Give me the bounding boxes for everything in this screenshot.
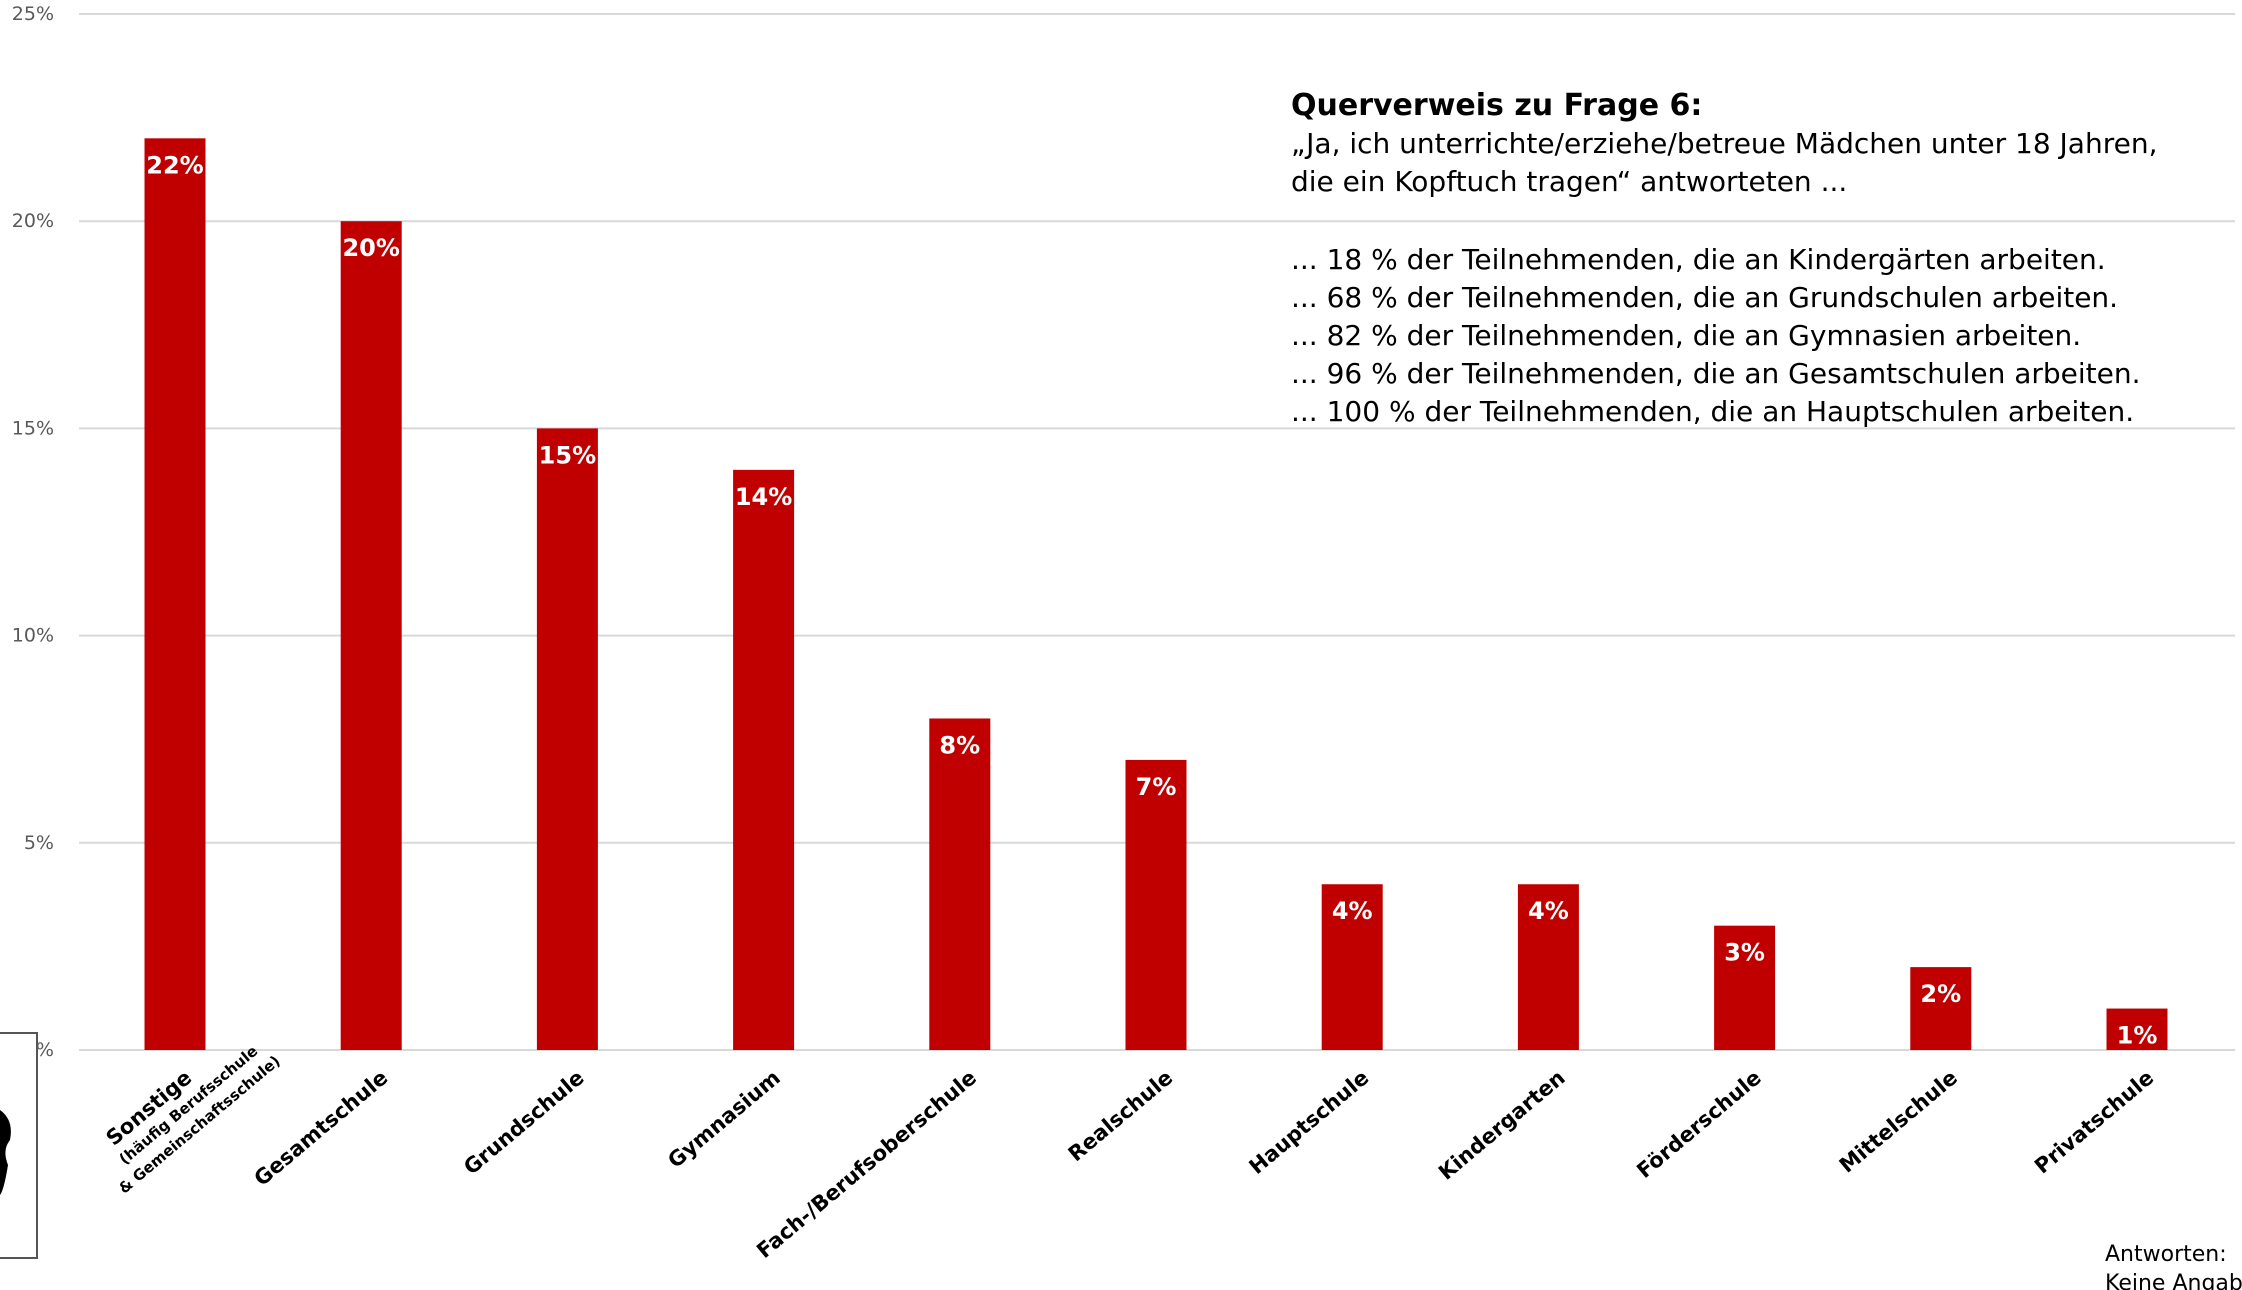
bar: [929, 718, 991, 1050]
value-label: 7%: [1136, 773, 1177, 801]
annotation-line: ... 96 % der Teilnehmenden, die an Gesam…: [1291, 357, 2141, 390]
value-label: 2%: [1920, 980, 1961, 1008]
y-tick-label: 10%: [12, 625, 54, 647]
annotation-line: ... 82 % der Teilnehmenden, die an Gymna…: [1291, 319, 2081, 352]
x-tick-label: Privatschule: [2030, 1065, 2158, 1178]
x-tick-label: Gesamtschule: [250, 1065, 393, 1190]
annotation-title: Querverweis zu Frage 6:: [1291, 88, 1702, 123]
bar: [1321, 884, 1383, 1050]
bar: [1125, 759, 1187, 1050]
bar: [1910, 967, 1972, 1050]
bar: [733, 469, 795, 1051]
annotation-intro: die ein Kopftuch tragen“ antworteten ...: [1291, 165, 1847, 198]
x-tick-label: Förderschule: [1632, 1065, 1766, 1183]
logo-box: [0, 1032, 38, 1259]
bar: [536, 428, 598, 1050]
value-label: 3%: [1724, 939, 1765, 967]
x-tick-label: Fach-/Berufsoberschule: [752, 1065, 981, 1262]
y-tick-label: 25%: [12, 3, 54, 25]
value-label: 4%: [1528, 897, 1569, 925]
bar: [2106, 1008, 2168, 1050]
footer-line: Keine Angabe: [2105, 1271, 2242, 1290]
x-tick-label: Kindergarten: [1434, 1065, 1570, 1184]
bar: [340, 221, 402, 1050]
y-tick-label: 15%: [12, 417, 54, 439]
bar: [1517, 884, 1579, 1050]
annotation-line: ... 100 % der Teilnehmenden, die an Haup…: [1291, 395, 2134, 428]
bar: [144, 138, 206, 1050]
annotation-intro: „Ja, ich unterrichte/erziehe/betreue Mäd…: [1291, 127, 2157, 160]
x-tick-label: Mittelschule: [1835, 1065, 1962, 1177]
value-label: 14%: [735, 483, 792, 511]
footer-line: Antworten:: [2105, 1242, 2227, 1267]
x-tick-label: Grundschule: [459, 1065, 588, 1179]
y-tick-label: 20%: [12, 210, 54, 232]
plot: 0%5%10%15%20%25%22%Sonstige20%Gesamtschu…: [12, 3, 2235, 1263]
x-tick-label: Realschule: [1064, 1065, 1178, 1166]
annotation-line: ... 18 % der Teilnehmenden, die an Kinde…: [1291, 243, 2106, 276]
x-tick-label: Gymnasium: [663, 1065, 785, 1172]
value-label: 1%: [2117, 1022, 2158, 1050]
value-label: 15%: [539, 441, 596, 469]
value-label: 20%: [342, 234, 399, 262]
annotation-line: ... 68 % der Teilnehmenden, die an Grund…: [1291, 281, 2118, 314]
x-tick-label: Hauptschule: [1245, 1065, 1374, 1179]
bar: [1714, 925, 1776, 1050]
value-label: 8%: [939, 731, 980, 759]
y-tick-label: 5%: [24, 832, 54, 854]
value-label: 4%: [1332, 897, 1373, 925]
value-label: 22%: [146, 151, 203, 179]
